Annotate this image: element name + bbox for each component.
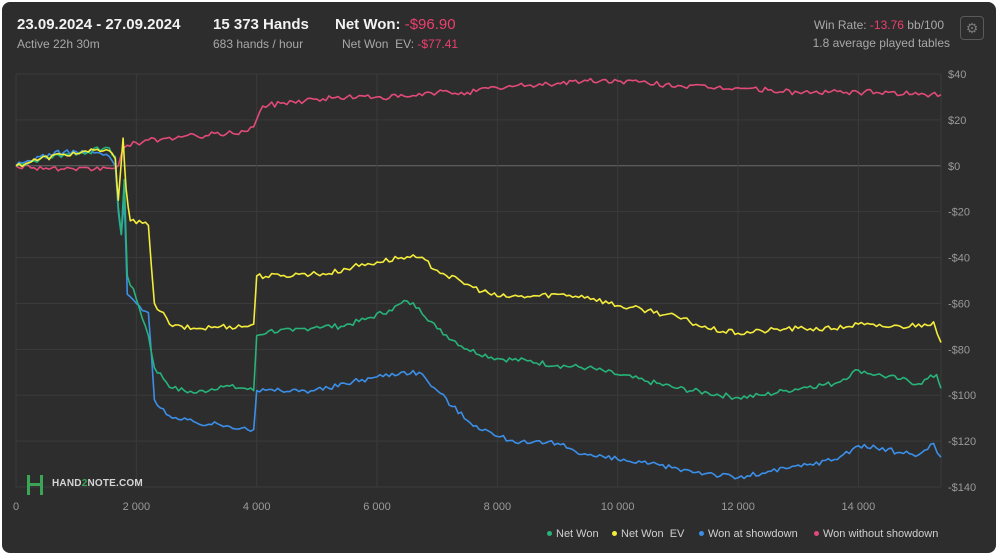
hands-per-hour: 683 hands / hour <box>213 37 304 51</box>
win-rate-value: -13.76 <box>869 18 904 32</box>
legend-label: Won without showdown <box>823 528 939 540</box>
x-tick-label: 14 000 <box>842 501 876 513</box>
y-tick-label: $0 <box>948 161 960 173</box>
y-tick-label: -$20 <box>948 207 970 219</box>
x-tick-label: 2 000 <box>123 501 151 513</box>
series-line-net-won <box>15 146 942 400</box>
legend-label: Won at showdown <box>708 528 798 540</box>
y-tick-label: $40 <box>948 69 966 81</box>
win-rate-unit: bb/100 <box>907 18 944 32</box>
y-tick-label: -$140 <box>948 482 976 494</box>
legend-label: Net Won EV <box>621 528 685 540</box>
logo-text-two: 2 <box>81 478 88 489</box>
series-line-net-won-ev <box>15 137 942 343</box>
x-tick-label: 4 000 <box>243 501 271 513</box>
net-won-ev-label: Net Won EV: <box>342 37 415 51</box>
legend-item-net-won[interactable]: Net Won <box>547 528 599 540</box>
gear-icon[interactable]: ⚙ <box>960 16 984 40</box>
hands-count: 15 373 Hands <box>213 16 309 33</box>
y-tick-label: -$120 <box>948 436 976 448</box>
win-rate: Win Rate: -13.76 bb/100 <box>814 18 944 32</box>
series-line-non-showdown <box>15 77 942 172</box>
hand2note-logo-icon <box>27 475 43 495</box>
x-tick-label: 6 000 <box>363 501 391 513</box>
legend-dot <box>699 530 704 536</box>
logo-text-hand: HAND <box>52 478 82 489</box>
legend-dot <box>814 530 819 536</box>
logo-text-note: NOTE.COM <box>87 478 143 489</box>
y-tick-label: -$80 <box>948 344 970 356</box>
legend-item-net-won-ev[interactable]: Net Won EV <box>612 528 684 540</box>
net-won: Net Won: -$96.90 <box>335 16 456 33</box>
average-tables: 1.8 average played tables <box>812 36 950 50</box>
x-tick-label: 0 <box>13 501 19 513</box>
legend-item-non-showdown[interactable]: Won without showdown <box>814 528 938 540</box>
net-won-label: Net Won: <box>335 16 401 33</box>
date-range: 23.09.2024 - 27.09.2024 <box>17 16 181 33</box>
x-tick-label: 8 000 <box>484 501 512 513</box>
legend-dot <box>612 530 617 536</box>
series-line-showdown <box>15 149 942 480</box>
y-tick-label: -$100 <box>948 390 976 402</box>
chart-legend: Net Won Net Won EV Won at showdown Won with… <box>2 528 996 544</box>
legend-item-showdown[interactable]: Won at showdown <box>699 528 798 540</box>
y-tick-label: -$60 <box>948 298 970 310</box>
win-rate-label: Win Rate: <box>813 18 867 32</box>
y-tick-label: $20 <box>948 115 966 127</box>
legend-label: Net Won <box>556 528 599 540</box>
active-time: Active 22h 30m <box>17 37 100 51</box>
net-won-ev-value: -$77.41 <box>417 37 459 51</box>
x-tick-label: 10 000 <box>601 501 635 513</box>
legend-dot <box>547 530 552 536</box>
net-won-value: -$96.90 <box>404 16 456 33</box>
net-won-ev: Net Won EV: -$77.41 <box>342 37 458 51</box>
y-tick-label: -$40 <box>948 253 970 265</box>
x-tick-label: 12 000 <box>721 501 755 513</box>
hand2note-logo-text: HAND2NOTE.COM <box>52 478 143 489</box>
